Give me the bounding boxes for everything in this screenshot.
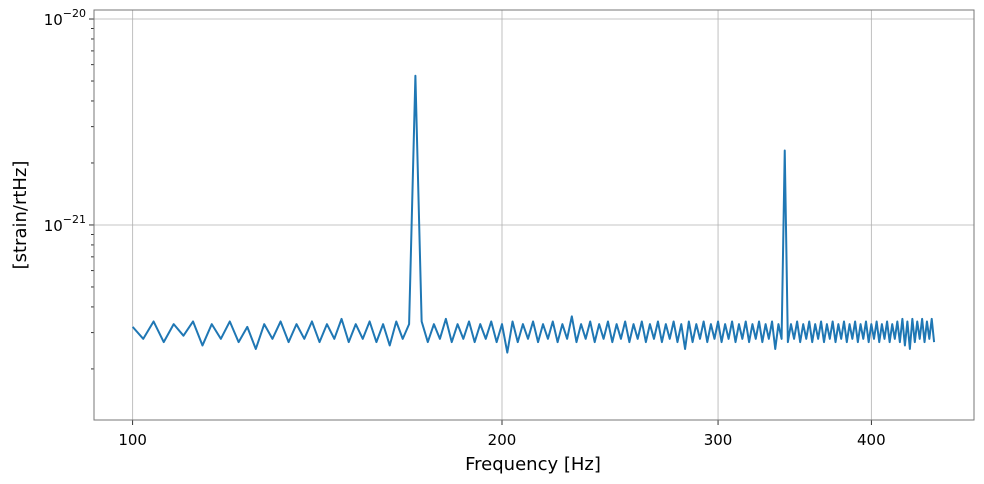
y-axis-label: [strain/rtHz] bbox=[10, 161, 31, 270]
y-tick-exponent: −20 bbox=[63, 7, 86, 20]
y-tick-label: 10−21 bbox=[44, 213, 86, 235]
x-tick-label: 100 bbox=[118, 431, 147, 449]
y-tick-base: 10 bbox=[44, 217, 63, 235]
data-line bbox=[131, 74, 936, 354]
y-tick-base: 10 bbox=[44, 11, 63, 29]
y-tick-label: 10−20 bbox=[44, 7, 86, 29]
x-tick-label: 400 bbox=[857, 431, 886, 449]
x-tick-label: 300 bbox=[704, 431, 733, 449]
x-tick-label: 200 bbox=[488, 431, 517, 449]
plot-area bbox=[94, 10, 974, 420]
plot-frame bbox=[93, 9, 975, 421]
x-axis-label: Frequency [Hz] bbox=[465, 454, 601, 475]
y-tick-exponent: −21 bbox=[63, 213, 86, 226]
